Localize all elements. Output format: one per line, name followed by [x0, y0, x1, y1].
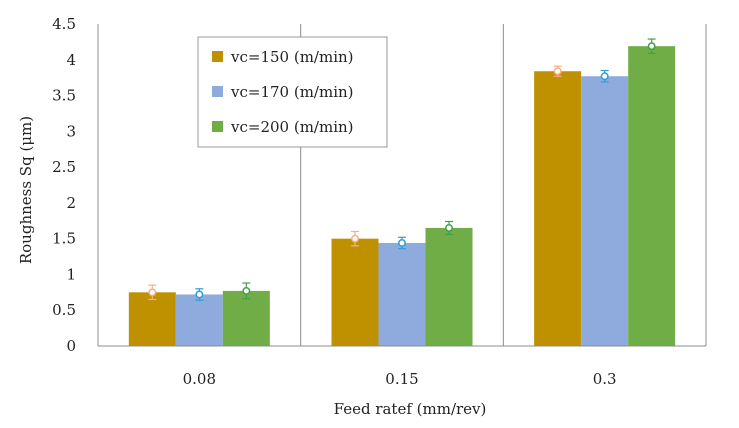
data-point-marker: [242, 286, 251, 295]
y-tick-label: 3.5: [52, 87, 76, 105]
legend-box: [197, 36, 388, 148]
y-tick-label: 3: [66, 122, 76, 140]
y-tick-label: 0.5: [52, 301, 76, 319]
legend-swatch: [212, 121, 223, 132]
legend-swatch: [212, 86, 223, 97]
bar: [581, 76, 629, 346]
data-point-marker: [445, 223, 453, 232]
data-point-marker: [553, 67, 562, 76]
y-tick-label: 1.5: [52, 230, 76, 248]
legend-swatch: [212, 51, 223, 62]
y-tick-label: 4: [66, 51, 76, 69]
x-axis-title: Feed ratef (mm/rev): [334, 400, 487, 418]
data-point-marker: [398, 239, 406, 247]
legend: vc=150 (m/min) vc=170 (m/min) vc=200 (m/mi…: [197, 36, 388, 148]
bar: [222, 290, 270, 346]
bars: [128, 46, 676, 346]
bar: [175, 294, 223, 346]
data-point-marker: [647, 42, 656, 51]
data-point-marker: [600, 72, 609, 81]
bar: [534, 71, 582, 346]
data-point-marker: [351, 234, 359, 243]
y-tick-label: 2.5: [52, 158, 76, 176]
error-bars: [148, 38, 656, 301]
axes: 0 0.5 1 1.5 2 2.5 3 3.5 4 4.5 0.08 0.15 0.3: [52, 15, 706, 388]
y-tick-label: 2: [66, 194, 76, 212]
x-tick-label: 0.08: [183, 370, 216, 388]
bar: [331, 238, 379, 346]
bar: [425, 227, 473, 346]
bar: [378, 242, 426, 346]
y-tick-label: 4.5: [52, 15, 76, 33]
y-axis-title: Roughness Sq (μm): [17, 116, 35, 264]
y-tick-label: 1: [66, 265, 76, 283]
data-point-marker: [195, 290, 204, 299]
bar: [628, 46, 676, 346]
x-tick-label: 0.15: [385, 370, 418, 388]
y-tick-label: 0: [66, 337, 76, 355]
data-point-marker: [148, 288, 157, 297]
legend-label: vc=200 (m/min): [230, 118, 354, 136]
legend-label: vc=170 (m/min): [230, 83, 354, 101]
bar: [128, 292, 176, 346]
legend-label: vc=150 (m/min): [230, 48, 354, 66]
x-tick-label: 0.3: [593, 370, 617, 388]
